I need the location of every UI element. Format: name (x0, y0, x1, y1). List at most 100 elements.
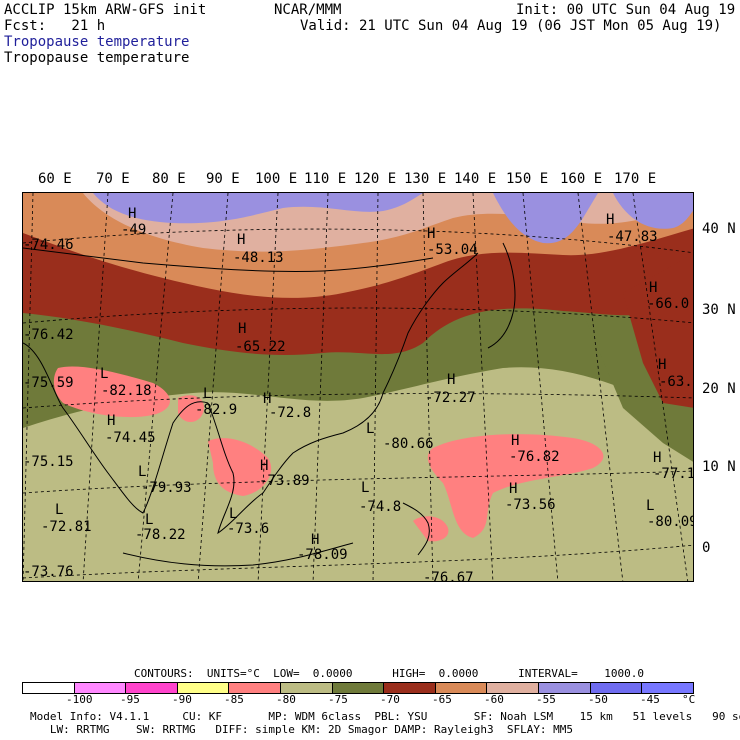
lon-line (137, 193, 174, 581)
colorbar-tick: -60 (484, 693, 504, 706)
contours-info: CONTOURS: UNITS=°C LOW= 0.0000 HIGH= 0.0… (134, 667, 644, 680)
high-marker: H (509, 481, 518, 497)
field-title-blue: Tropopause temperature (4, 34, 190, 50)
low-value: -78.22 (135, 527, 186, 543)
lat-line-40 (23, 228, 693, 254)
colorbar-segment (23, 683, 75, 693)
colorbar-tick: -65 (432, 693, 452, 706)
high-marker: H (263, 391, 272, 407)
low-marker: L (366, 421, 375, 437)
colorbar-unit: °C (682, 693, 696, 706)
lon-label: 170 E (614, 171, 657, 187)
high-marker: H (447, 372, 456, 388)
lat-label: 40 N (702, 221, 736, 237)
low-value: -80.09 (647, 514, 694, 530)
colorbar-segment (384, 683, 436, 693)
low-marker: L (138, 464, 147, 480)
high-value: -76.67 (423, 570, 474, 582)
high-value: -48.13 (233, 250, 284, 266)
colorbar-tick: -100 (66, 693, 93, 706)
colorbar-tick: -55 (536, 693, 556, 706)
model-info-line2: LW: RRTMG SW: RRTMG DIFF: simple KM: 2D … (30, 723, 574, 736)
high-marker: H (107, 413, 116, 429)
model-title: ACCLIP 15km ARW-GFS init (4, 2, 207, 18)
high-value: -72.8 (269, 405, 312, 421)
lon-label: 70 E (96, 171, 130, 187)
colorbar-segment (539, 683, 591, 693)
low-value: -74.46 (23, 237, 74, 253)
field-cold-philippines (413, 516, 449, 542)
lon-line (257, 193, 279, 581)
high-value: -73.89 (259, 473, 310, 489)
low-value: -79.93 (141, 480, 192, 496)
field-cold-indochina (208, 438, 272, 496)
field-brown-east (623, 254, 693, 408)
lon-label: 90 E (206, 171, 240, 187)
coast-indonesia (122, 542, 354, 567)
low-value: -76.42 (23, 327, 74, 343)
low-marker: L (646, 498, 655, 514)
org-label: NCAR/MMM (274, 2, 342, 18)
high-value: -78.09 (297, 547, 348, 563)
low-value: -73.76 (23, 564, 74, 580)
high-marker: H (260, 458, 269, 474)
colorbar (22, 682, 694, 694)
field-title: Tropopause temperature (4, 50, 190, 66)
high-value: -65.22 (235, 339, 286, 355)
high-marker: H (649, 280, 658, 296)
low-value: -75.15 (23, 454, 74, 470)
high-value: -63.1 (659, 374, 693, 390)
colorbar-tick: -85 (224, 693, 244, 706)
field-cold-pacific (427, 434, 604, 538)
low-value: -82.18 (101, 383, 152, 399)
high-marker: H (511, 433, 520, 449)
lon-line (422, 193, 434, 581)
high-value: -76.82 (509, 449, 560, 465)
high-marker: H (606, 212, 615, 228)
high-value: -73.56 (505, 497, 556, 513)
lon-label: 160 E (560, 171, 603, 187)
colorbar-segment (642, 683, 693, 693)
low-marker: L (203, 386, 212, 402)
colorbar-segment (177, 683, 230, 693)
colorbar-tick: -75 (328, 693, 348, 706)
high-marker: H (128, 206, 137, 222)
colorbar-segment (435, 683, 488, 693)
high-value: -53.04 (427, 242, 478, 258)
high-value: -47.83 (607, 229, 658, 245)
low-value: -75.59 (23, 375, 74, 391)
graticule (23, 193, 693, 581)
low-marker: L (145, 512, 154, 528)
tropopause-temperature-map (23, 193, 693, 581)
high-value: -77.1 (653, 466, 694, 482)
model-info-line1: Model Info: V4.1.1 CU: KF MP: WDM 6class… (30, 710, 740, 723)
lon-label: 60 E (38, 171, 72, 187)
colorbar-tick: -80 (276, 693, 296, 706)
colorbar-segment (332, 683, 385, 693)
high-marker: H (658, 357, 667, 373)
colorbar-segment (229, 683, 282, 693)
lon-label: 150 E (506, 171, 549, 187)
high-value: -74.45 (105, 430, 156, 446)
lon-line (472, 193, 494, 581)
lon-label: 140 E (454, 171, 497, 187)
high-value: -49 (121, 222, 147, 238)
colorbar-tick: -50 (588, 693, 608, 706)
low-value: -74.8 (359, 499, 402, 515)
lat-label: 0 (702, 540, 711, 556)
lon-line (23, 193, 34, 581)
lon-label: 80 E (152, 171, 186, 187)
coast-japan (487, 242, 516, 349)
high-marker: H (653, 450, 662, 466)
lon-line (312, 193, 329, 581)
map-panel: H -49 H -48.13 H -53.04 H -47.83 H -65.2… (22, 192, 694, 582)
low-value: -73.6 (227, 521, 270, 537)
lon-line (522, 193, 559, 581)
colorbar-segment (590, 683, 643, 693)
low-value: -72.81 (41, 519, 92, 535)
high-marker: H (237, 232, 246, 248)
field-lavender-center (493, 193, 598, 244)
low-marker: L (100, 366, 109, 382)
field-lavender-west (93, 193, 423, 224)
high-marker: H (238, 321, 247, 337)
